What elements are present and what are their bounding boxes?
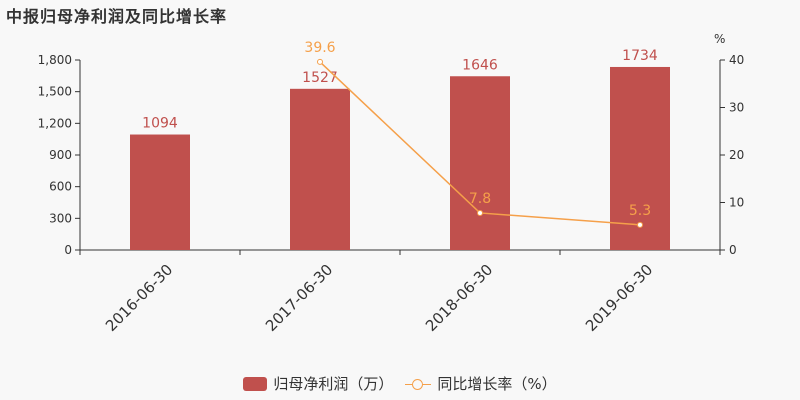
bar-value-label: 1646: [462, 57, 498, 73]
x-tick-label: 2017-06-30: [262, 261, 336, 335]
x-tick-label: 2019-06-30: [582, 261, 656, 335]
y-left-tick-label: 1,500: [38, 85, 72, 99]
bar: [450, 76, 510, 250]
bars-group: 1094 1527 1646 1734: [130, 48, 670, 250]
growth-point: [477, 209, 483, 216]
legend-line-swatch: [405, 377, 432, 391]
y-right-tick-label: 0: [729, 243, 737, 257]
x-tick-label: 2016-06-30: [102, 261, 176, 335]
growth-value-label: 39.6: [304, 40, 335, 56]
y-right-unit-label: %: [714, 32, 725, 46]
bar-value-label: 1527: [302, 70, 338, 86]
growth-point: [317, 58, 323, 65]
y-left-tick-label: 1,200: [38, 116, 72, 130]
chart-title: 中报归母净利润及同比增长率: [6, 7, 228, 26]
bar: [130, 134, 190, 250]
bar: [610, 66, 670, 250]
legend: 归母净利润（万） 同比增长率（%）: [0, 373, 800, 394]
y-left-tick-label: 1,800: [38, 53, 72, 67]
bar-value-label: 1094: [142, 116, 178, 132]
bar-value-label: 1734: [622, 48, 658, 64]
growth-value-label: 5.3: [629, 203, 651, 219]
y-left-tick-label: 900: [49, 148, 72, 162]
bar: [290, 88, 350, 250]
y-right-tick-label: 40: [729, 53, 744, 67]
legend-bar-swatch: [243, 376, 268, 391]
y-left-tick-label: 600: [49, 180, 72, 194]
legend-item-line[interactable]: 同比增长率（%）: [405, 373, 557, 394]
legend-item-bar[interactable]: 归母净利润（万）: [243, 373, 393, 394]
y-right-tick-label: 20: [729, 148, 744, 162]
line-group: 39.6 7.8 5.3: [304, 40, 651, 228]
legend-label-bar: 归母净利润（万）: [273, 375, 394, 393]
y-right-tick-label: 30: [729, 101, 744, 115]
x-tick-label: 2018-06-30: [422, 261, 496, 335]
growth-point: [637, 221, 643, 228]
y-left-tick-label: 300: [49, 211, 72, 225]
legend-label-line: 同比增长率（%）: [437, 375, 557, 393]
growth-value-label: 7.8: [469, 191, 491, 207]
y-right-tick-label: 10: [729, 196, 744, 210]
y-left-tick-label: 0: [64, 243, 72, 257]
